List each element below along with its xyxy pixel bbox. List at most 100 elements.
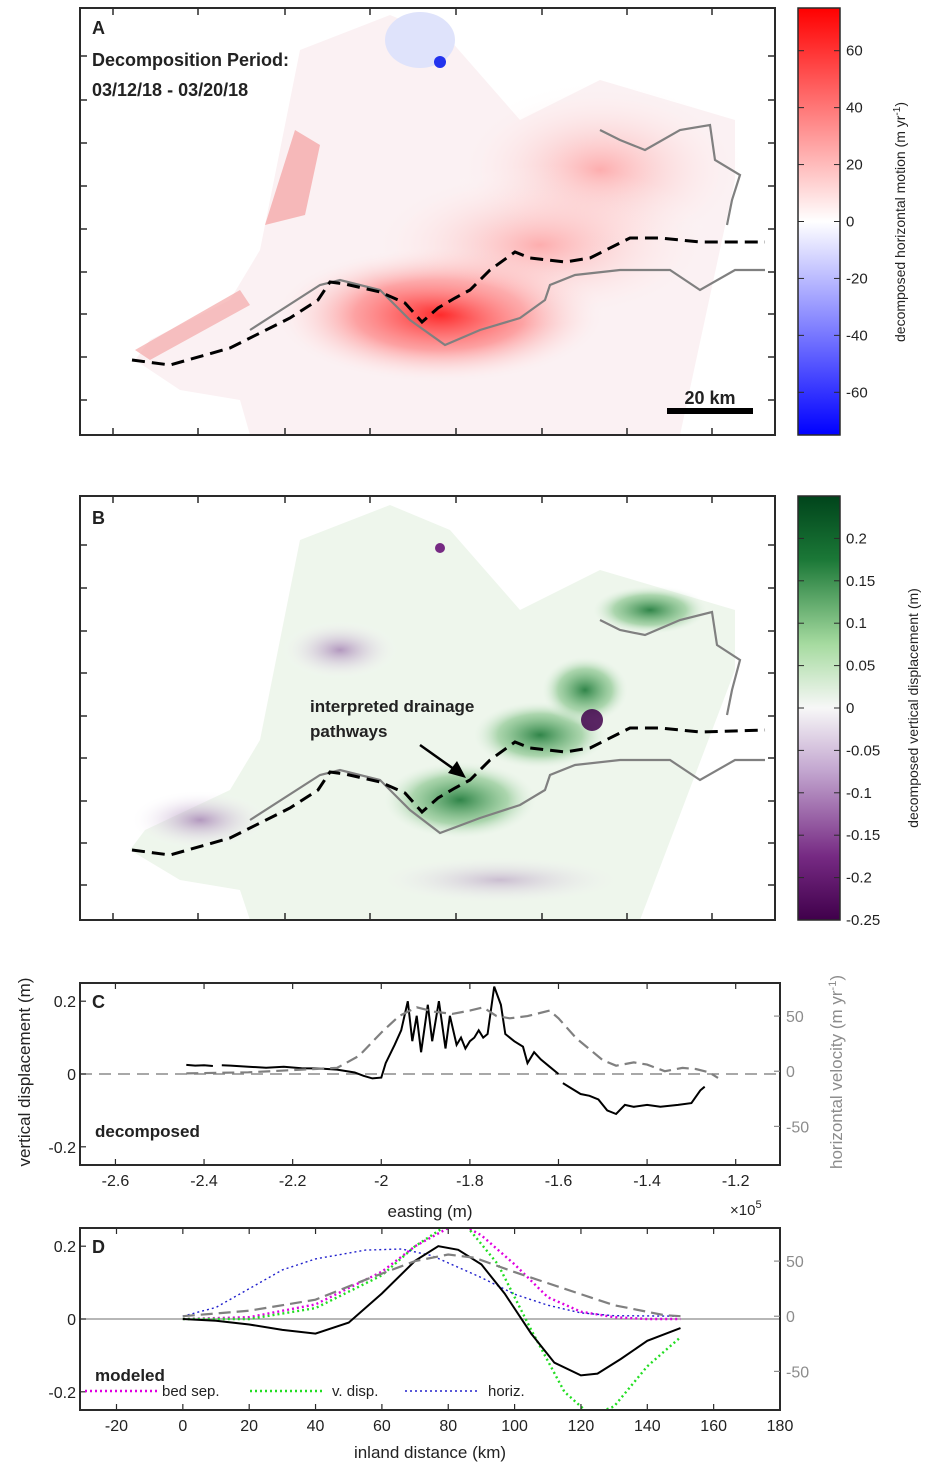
decomposed-annotation: decomposed bbox=[95, 1122, 200, 1141]
colorbar-tick-label: -60 bbox=[846, 384, 868, 401]
axes-ticks-a bbox=[80, 8, 775, 435]
red-velocity-band bbox=[360, 165, 720, 325]
panel-d: -20 0 20 40 60 80 100 120 140 160 180 -0.2 0 0.2 -50 0 5… bbox=[48, 1227, 809, 1462]
drainage-path-dashed-a bbox=[131, 236, 765, 367]
x-tick-label: -1.6 bbox=[545, 1173, 573, 1190]
vertical-displacement-line bbox=[221, 986, 560, 1080]
purple-south-patch bbox=[370, 855, 630, 905]
x-tick-label: 140 bbox=[634, 1418, 661, 1435]
map-footprint-b bbox=[130, 505, 735, 920]
vertical-displacement-line bbox=[182, 1245, 681, 1377]
panel-c: -2.6 -2.4 -2.2 -2 -1.8 -1.6 -1.4 -1.2 -0.2 0 0.2 -5… bbox=[15, 975, 846, 1221]
green-drainage-main bbox=[380, 760, 540, 840]
colorbar-tick-label: -0.1 bbox=[846, 785, 872, 802]
drainage-annotation-line2: pathways bbox=[310, 722, 387, 741]
y-tick-label-left: -0.2 bbox=[48, 1140, 76, 1157]
horizontal-motion-map bbox=[131, 12, 765, 435]
colorbar-tick-label: 0.05 bbox=[846, 658, 875, 675]
x-tick-label: 40 bbox=[307, 1418, 325, 1435]
colorbar-ticks-a: -60 -40 -20 0 20 40 60 bbox=[798, 43, 868, 401]
x-axis-label-d: inland distance (km) bbox=[354, 1443, 506, 1462]
x-tick-label: -20 bbox=[105, 1418, 128, 1435]
x-tick-label: 160 bbox=[700, 1418, 727, 1435]
drainage-arrow bbox=[419, 743, 466, 778]
axes-ticks-d: -20 0 20 40 60 80 100 120 140 160 180 -0.2 0 0.2 -50 0 5… bbox=[48, 1228, 809, 1435]
x-tick-label: -2.2 bbox=[279, 1173, 307, 1190]
x-tick-label: -2.6 bbox=[102, 1173, 130, 1190]
grounding-line-gray-a bbox=[249, 123, 765, 347]
colorbar-tick-label: 0.2 bbox=[846, 530, 867, 547]
modeled-annotation: modeled bbox=[95, 1366, 165, 1385]
y-tick-label-right: -50 bbox=[786, 1364, 809, 1381]
colorbar-b bbox=[797, 495, 841, 921]
colorbar-tick-label: -0.05 bbox=[846, 742, 880, 759]
vertical-displacement-line bbox=[186, 1063, 213, 1067]
colorbar-tick-label: 20 bbox=[846, 157, 863, 174]
y-axis-label-c-left: vertical displacement (m) bbox=[15, 978, 34, 1167]
colorbar-tick-label: -20 bbox=[846, 270, 868, 287]
y-axis-label-c-right: horizontal velocity (m yr-1) bbox=[827, 975, 846, 1169]
x-tick-label: 100 bbox=[501, 1418, 528, 1435]
axes-ticks-c: -2.6 -2.4 -2.2 -2 -1.8 -1.6 -1.4 -1.2 -0.2 0 0.2 -5… bbox=[48, 983, 809, 1190]
y-tick-label-left: 0.2 bbox=[54, 994, 76, 1011]
x-tick-label: -1.8 bbox=[456, 1173, 484, 1190]
x-tick-label: 80 bbox=[439, 1418, 457, 1435]
drainage-annotation-line1: interpreted drainage bbox=[310, 697, 474, 716]
y-tick-label-right: 0 bbox=[786, 1064, 795, 1081]
vertical-displacement-map bbox=[130, 505, 766, 920]
x-tick-label: -1.4 bbox=[633, 1173, 661, 1190]
colorbar-label-a: decomposed horizontal motion (m yr-1) bbox=[892, 102, 908, 342]
colorbar-tick-label: -40 bbox=[846, 327, 868, 344]
scale-bar-label: 20 km bbox=[684, 388, 735, 408]
colorbar-tick-label: 0.15 bbox=[846, 573, 875, 590]
axes-frame-b bbox=[79, 495, 776, 921]
y-tick-label-left: 0 bbox=[67, 1312, 76, 1329]
y-tick-label-right: 0 bbox=[786, 1309, 795, 1326]
panel-a: A Decomposition Period: 03/12/18 - 03/20… bbox=[79, 7, 908, 436]
legend-label-bed-sep: bed sep. bbox=[162, 1383, 220, 1400]
scale-bar bbox=[667, 408, 753, 414]
colorbar-tick-label: 0 bbox=[846, 214, 854, 231]
grounding-line-gray-b bbox=[249, 610, 765, 835]
purple-uplift-dot bbox=[581, 709, 603, 731]
panel-label-b: B bbox=[92, 508, 105, 528]
x-tick-label: 20 bbox=[240, 1418, 258, 1435]
legend-label-horiz: horiz. bbox=[488, 1383, 525, 1400]
series-line-v-disp bbox=[182, 1228, 682, 1410]
colorbar-tick-label: -0.15 bbox=[846, 827, 880, 844]
series-line-bed-sep bbox=[182, 1228, 681, 1321]
x-tick-label: 0 bbox=[178, 1418, 187, 1435]
x-tick-label: -2 bbox=[374, 1173, 388, 1190]
legend-d: bed sep. v. disp. horiz. bbox=[85, 1383, 525, 1400]
purple-north-dot bbox=[435, 543, 445, 553]
drainage-path-dashed-b bbox=[131, 726, 766, 857]
panel-label-a: A bbox=[92, 18, 105, 38]
x-axis-multiplier: ×105 bbox=[730, 1199, 762, 1219]
y-tick-label-right: -50 bbox=[786, 1119, 809, 1136]
series-line-horiz bbox=[182, 1248, 681, 1317]
period-annotation-line2: 03/12/18 - 03/20/18 bbox=[92, 80, 248, 100]
y-tick-label-left: -0.2 bbox=[48, 1385, 76, 1402]
purple-mid-patch bbox=[280, 620, 400, 680]
plot-area-d bbox=[80, 1228, 780, 1410]
x-tick-label: 120 bbox=[568, 1418, 595, 1435]
colorbar-tick-label: -0.25 bbox=[846, 912, 880, 929]
x-tick-label: -2.4 bbox=[190, 1173, 218, 1190]
colorbar-tick-label: 0 bbox=[846, 700, 854, 717]
colorbar-label-b: decomposed vertical displacement (m) bbox=[905, 588, 921, 828]
colorbar-tick-label: 0.1 bbox=[846, 615, 867, 632]
colorbar-tick-label: 60 bbox=[846, 43, 863, 60]
y-tick-label-left: 0.2 bbox=[54, 1239, 76, 1256]
colorbar-ticks-b: -0.25 -0.2 -0.15 -0.1 -0.05 0 0.05 0.1 0.15 0.2 bbox=[798, 530, 880, 929]
x-axis-label-c: easting (m) bbox=[387, 1202, 472, 1221]
y-tick-label-right: 50 bbox=[786, 1009, 804, 1026]
green-drainage-upper bbox=[540, 655, 630, 725]
y-tick-label-right: 50 bbox=[786, 1254, 804, 1271]
x-tick-label: 180 bbox=[767, 1418, 794, 1435]
red-lower-fringe bbox=[135, 290, 250, 360]
axes-ticks-b bbox=[80, 496, 775, 920]
period-annotation-line1: Decomposition Period: bbox=[92, 50, 289, 70]
colorbar-a bbox=[797, 7, 841, 436]
x-tick-label: 60 bbox=[373, 1418, 391, 1435]
blue-north-patch bbox=[385, 12, 455, 68]
